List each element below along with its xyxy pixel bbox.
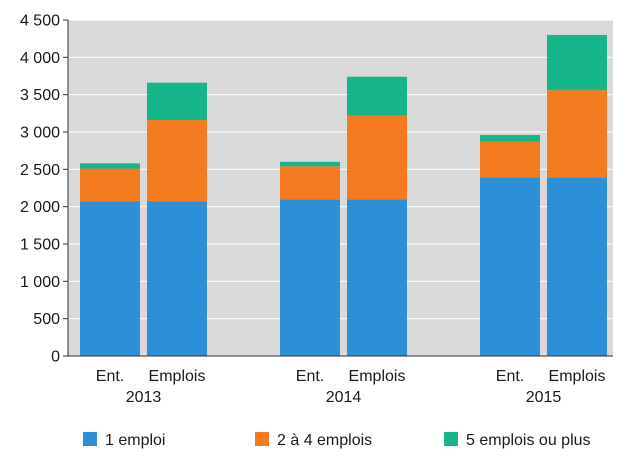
x-category-label: Ent. [296, 368, 324, 385]
y-tick-label: 1 500 [20, 237, 60, 254]
bar-segment [280, 166, 340, 200]
bar-segment [480, 134, 540, 142]
axes [67, 20, 613, 357]
legend-swatch [255, 432, 269, 446]
bar-segment [347, 76, 407, 116]
y-tick-labels: 0 500 1 000 1 500 2 000 2 500 3 000 3 500 4 000 4… [20, 13, 60, 366]
x-category-label: Emplois [549, 368, 606, 385]
bar-segment [547, 34, 607, 91]
x-category-label: Emplois [149, 368, 206, 385]
bar-segment [347, 199, 407, 356]
legend: 1 emploi 2 à 4 emplois 5 emplois ou plus [83, 432, 591, 449]
y-tick-label: 2 500 [20, 162, 60, 179]
legend-label: 2 à 4 emplois [277, 432, 372, 449]
x-category-label: Ent. [96, 368, 124, 385]
legend-swatch [83, 432, 97, 446]
bar-segment [147, 201, 207, 356]
x-category-label: Emplois [349, 368, 406, 385]
legend-label: 5 emplois ou plus [466, 432, 591, 449]
y-tick-label: 500 [33, 311, 60, 328]
bar-segment [280, 161, 340, 167]
y-tick-label: 3 500 [20, 87, 60, 104]
bar-segment [480, 177, 540, 356]
y-tick-label: 2 000 [20, 199, 60, 216]
y-tick-label: 0 [51, 349, 60, 366]
x-category-label: Ent. [496, 368, 524, 385]
legend-label: 1 emploi [105, 432, 165, 449]
bar-segment [147, 82, 207, 121]
y-tick-label: 4 500 [20, 13, 60, 30]
bar-segment [547, 177, 607, 356]
bar-segment [280, 199, 340, 356]
bar-segment [347, 115, 407, 200]
bars [80, 34, 607, 356]
x-group-label: 2014 [326, 389, 362, 406]
bar-segment [147, 120, 207, 202]
y-tick-label: 3 000 [20, 125, 60, 142]
bar-segment [547, 90, 607, 178]
y-tick-label: 1 000 [20, 274, 60, 291]
bar-segment [480, 141, 540, 178]
x-group-label: 2015 [526, 389, 562, 406]
bar-segment [80, 201, 140, 356]
legend-swatch [444, 432, 458, 446]
y-tick-label: 4 000 [20, 50, 60, 67]
bar-segment [80, 168, 140, 202]
x-group-label: 2013 [126, 389, 162, 406]
bar-segment [80, 163, 140, 169]
